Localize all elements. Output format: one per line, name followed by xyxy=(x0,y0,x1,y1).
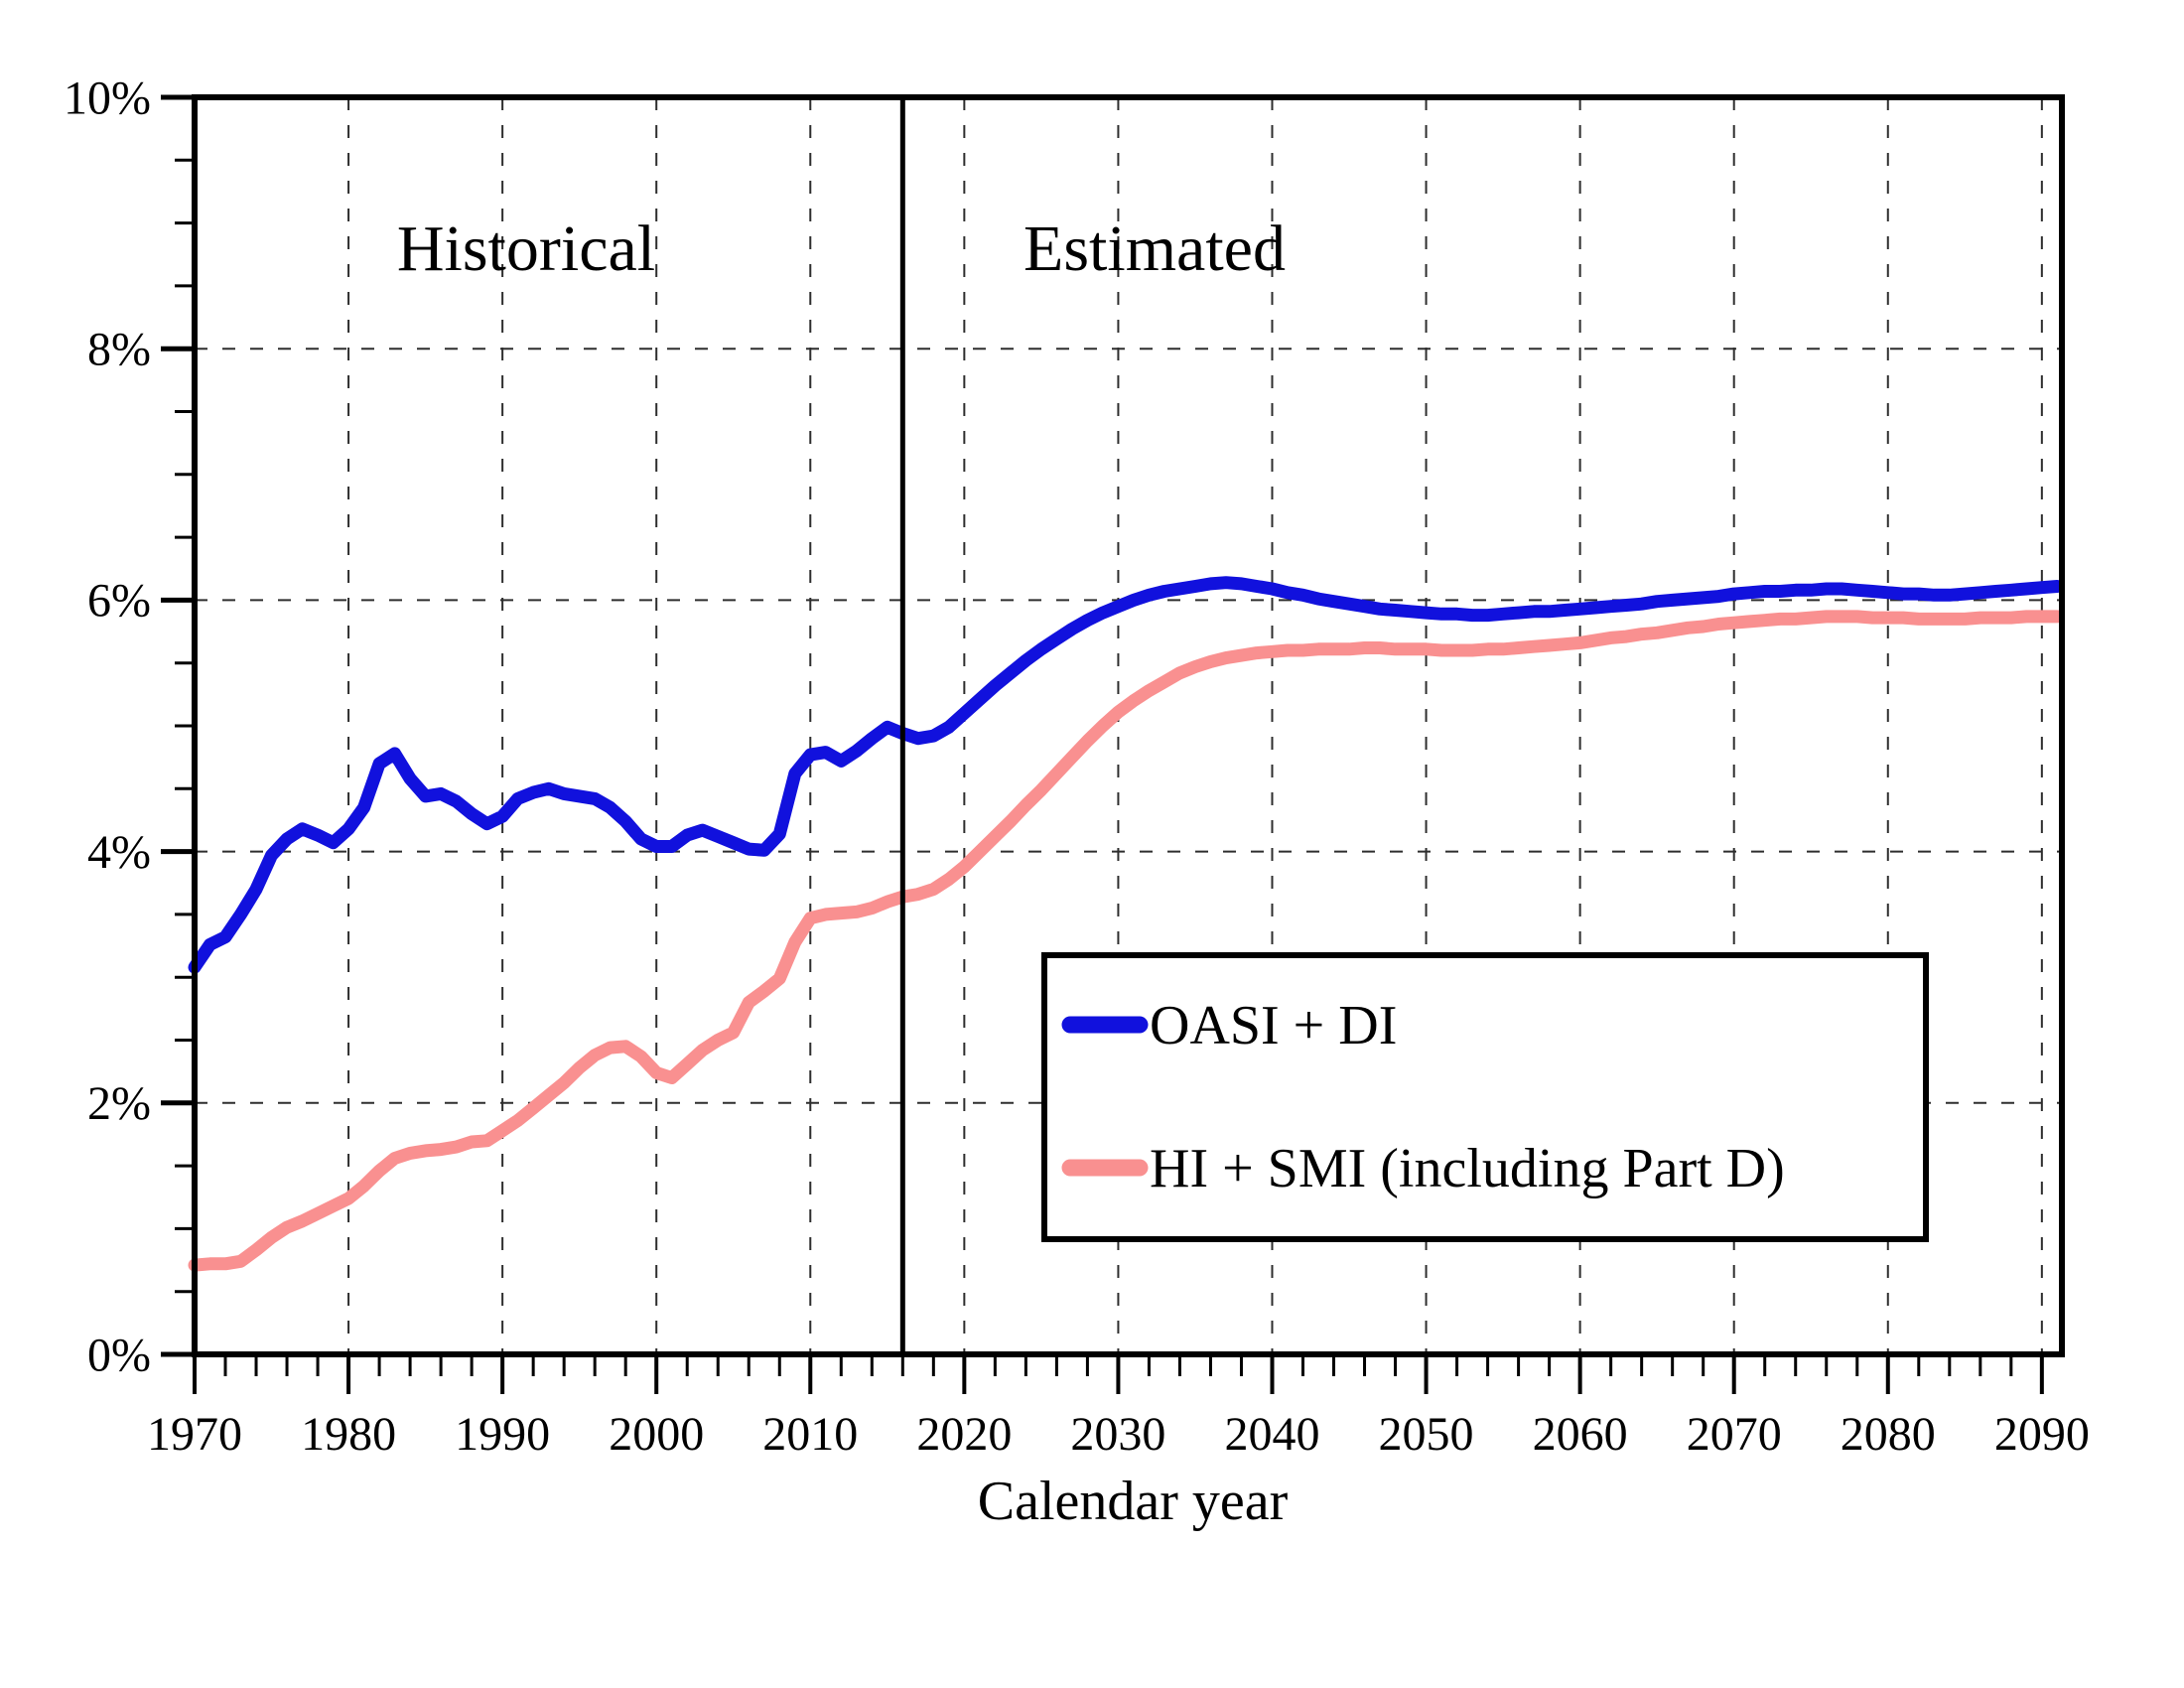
series-curves xyxy=(188,576,2064,1272)
y-tick-label-8pct: 8% xyxy=(87,324,151,376)
x-tick-label-1990: 1990 xyxy=(455,1408,550,1461)
series-line-oasi-di xyxy=(188,576,2064,974)
estimated-region-label: Estimated xyxy=(1024,212,1286,285)
y-tick-label-2pct: 2% xyxy=(87,1077,151,1130)
x-tick-label-2020: 2020 xyxy=(916,1408,1012,1461)
y-tick-label-4pct: 4% xyxy=(87,826,151,879)
historical-region-label: Historical xyxy=(397,212,655,285)
legend: OASI + DI HI + SMI (including Part D) xyxy=(1041,952,1929,1242)
x-tick-label-2010: 2010 xyxy=(762,1408,858,1461)
x-tick-label-2080: 2080 xyxy=(1841,1408,1936,1461)
x-tick-label-2030: 2030 xyxy=(1070,1408,1165,1461)
gridlines xyxy=(195,97,2062,1354)
x-tick-label-1970: 1970 xyxy=(147,1408,242,1461)
series-line-hi-smi xyxy=(188,610,2064,1272)
x-tick-label-2040: 2040 xyxy=(1224,1408,1319,1461)
axis-tick-labels: 0% 2% 4% 6% 8% 10% 1970 1980 1990 2000 2010 2020 203… xyxy=(64,71,2090,1461)
legend-label-hi-smi: HI + SMI (including Part D) xyxy=(1150,1138,1785,1199)
axis-ticks xyxy=(161,94,2044,1394)
x-axis-title: Calendar year xyxy=(978,1471,1289,1532)
x-tick-label-1980: 1980 xyxy=(301,1408,396,1461)
y-tick-label-6pct: 6% xyxy=(87,575,151,628)
x-tick-label-2090: 2090 xyxy=(1994,1408,2090,1461)
x-tick-label-2050: 2050 xyxy=(1379,1408,1474,1461)
legend-box xyxy=(1041,952,1929,1242)
y-tick-label-10pct: 10% xyxy=(64,71,151,124)
x-tick-label-2000: 2000 xyxy=(609,1408,704,1461)
y-tick-label-0pct: 0% xyxy=(87,1329,151,1381)
x-tick-label-2060: 2060 xyxy=(1533,1408,1628,1461)
legend-label-oasi-di: OASI + DI xyxy=(1150,995,1397,1056)
x-tick-label-2070: 2070 xyxy=(1687,1408,1782,1461)
